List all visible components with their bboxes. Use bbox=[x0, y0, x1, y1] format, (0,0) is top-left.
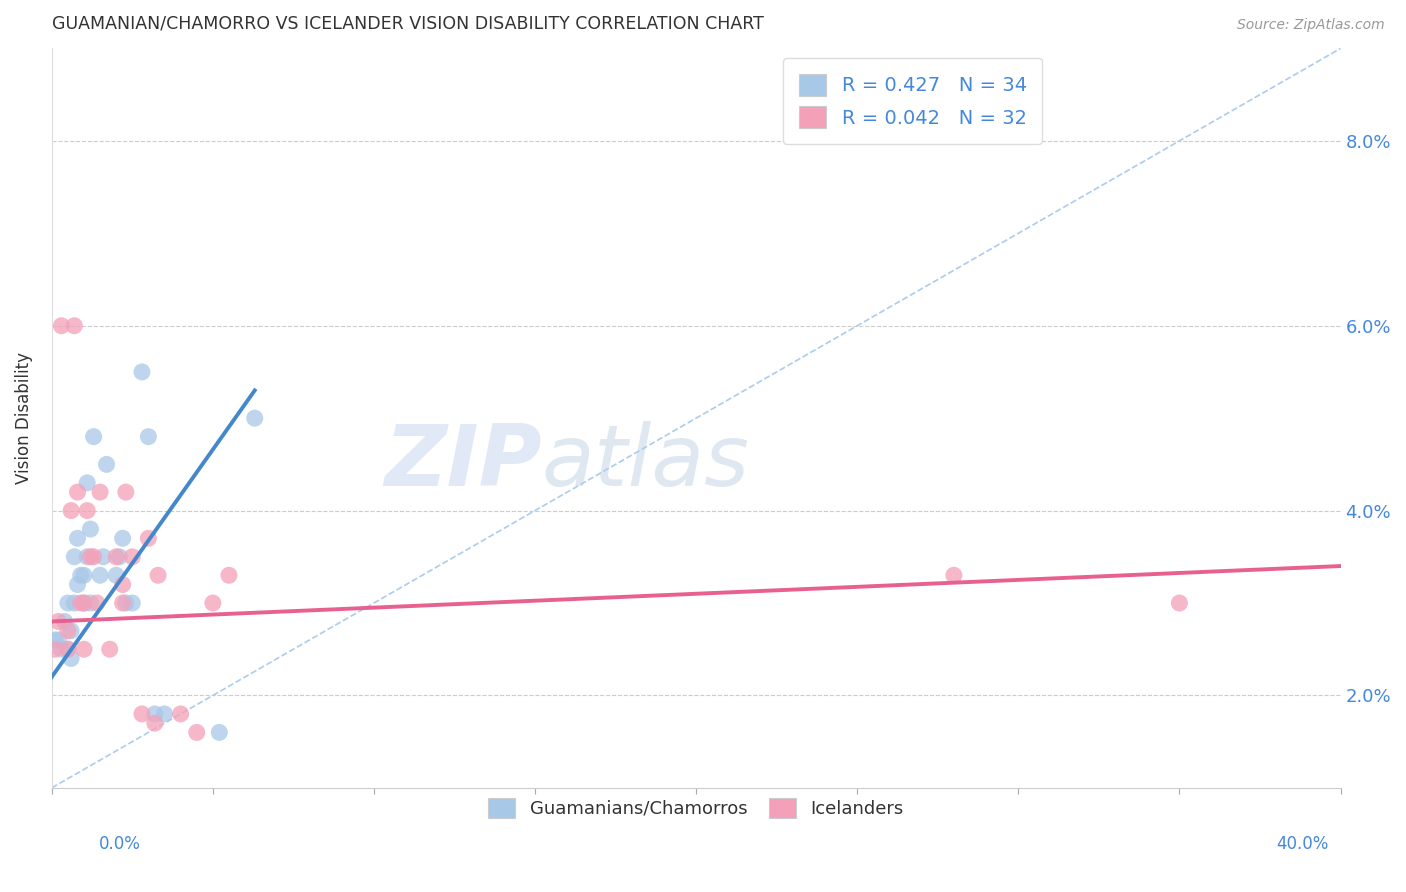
Point bbox=[56, 624, 79, 638]
Point bbox=[44, 642, 66, 657]
Point bbox=[56, 642, 79, 657]
Point bbox=[63, 549, 86, 564]
Point bbox=[66, 577, 89, 591]
Point bbox=[73, 642, 96, 657]
Point bbox=[46, 615, 69, 629]
Point bbox=[91, 549, 114, 564]
Point bbox=[53, 615, 76, 629]
Point bbox=[46, 632, 69, 647]
Point bbox=[66, 531, 89, 545]
Text: ZIP: ZIP bbox=[384, 421, 541, 504]
Point bbox=[105, 568, 128, 582]
Point bbox=[73, 596, 96, 610]
Point bbox=[111, 531, 134, 545]
Point bbox=[111, 577, 134, 591]
Point bbox=[76, 475, 98, 490]
Point bbox=[121, 549, 143, 564]
Point bbox=[169, 706, 191, 721]
Point bbox=[138, 430, 160, 444]
Point bbox=[44, 632, 66, 647]
Point bbox=[146, 568, 169, 582]
Point bbox=[105, 549, 128, 564]
Point bbox=[63, 318, 86, 333]
Point bbox=[153, 706, 176, 721]
Legend: Guamanians/Chamorros, Icelanders: Guamanians/Chamorros, Icelanders bbox=[479, 789, 912, 827]
Point bbox=[51, 318, 73, 333]
Point bbox=[73, 568, 96, 582]
Text: Source: ZipAtlas.com: Source: ZipAtlas.com bbox=[1237, 19, 1385, 32]
Point bbox=[79, 596, 101, 610]
Point bbox=[243, 411, 266, 425]
Point bbox=[83, 549, 105, 564]
Point bbox=[115, 596, 138, 610]
Point bbox=[111, 596, 134, 610]
Point bbox=[51, 642, 73, 657]
Point bbox=[73, 596, 96, 610]
Point bbox=[89, 485, 111, 500]
Point bbox=[108, 549, 131, 564]
Point bbox=[60, 624, 83, 638]
Point bbox=[186, 725, 208, 739]
Text: GUAMANIAN/CHAMORRO VS ICELANDER VISION DISABILITY CORRELATION CHART: GUAMANIAN/CHAMORRO VS ICELANDER VISION D… bbox=[52, 15, 763, 33]
Point bbox=[86, 596, 108, 610]
Point bbox=[56, 596, 79, 610]
Point bbox=[69, 568, 91, 582]
Point bbox=[76, 503, 98, 517]
Text: atlas: atlas bbox=[541, 421, 749, 504]
Point bbox=[56, 642, 79, 657]
Point bbox=[208, 725, 231, 739]
Y-axis label: Vision Disability: Vision Disability bbox=[15, 352, 32, 484]
Point bbox=[79, 549, 101, 564]
Point bbox=[218, 568, 240, 582]
Point bbox=[1168, 596, 1191, 610]
Point bbox=[96, 458, 118, 472]
Point bbox=[60, 651, 83, 665]
Point bbox=[131, 706, 153, 721]
Point bbox=[143, 706, 166, 721]
Point bbox=[60, 503, 83, 517]
Point bbox=[121, 596, 143, 610]
Text: 0.0%: 0.0% bbox=[98, 835, 141, 853]
Point bbox=[201, 596, 224, 610]
Point bbox=[115, 485, 138, 500]
Point bbox=[63, 596, 86, 610]
Point bbox=[76, 549, 98, 564]
Point bbox=[79, 522, 101, 536]
Point bbox=[138, 531, 160, 545]
Point bbox=[69, 596, 91, 610]
Point bbox=[143, 716, 166, 731]
Point bbox=[942, 568, 965, 582]
Point bbox=[66, 485, 89, 500]
Point bbox=[98, 642, 121, 657]
Point bbox=[83, 430, 105, 444]
Text: 40.0%: 40.0% bbox=[1277, 835, 1329, 853]
Point bbox=[89, 568, 111, 582]
Point bbox=[131, 365, 153, 379]
